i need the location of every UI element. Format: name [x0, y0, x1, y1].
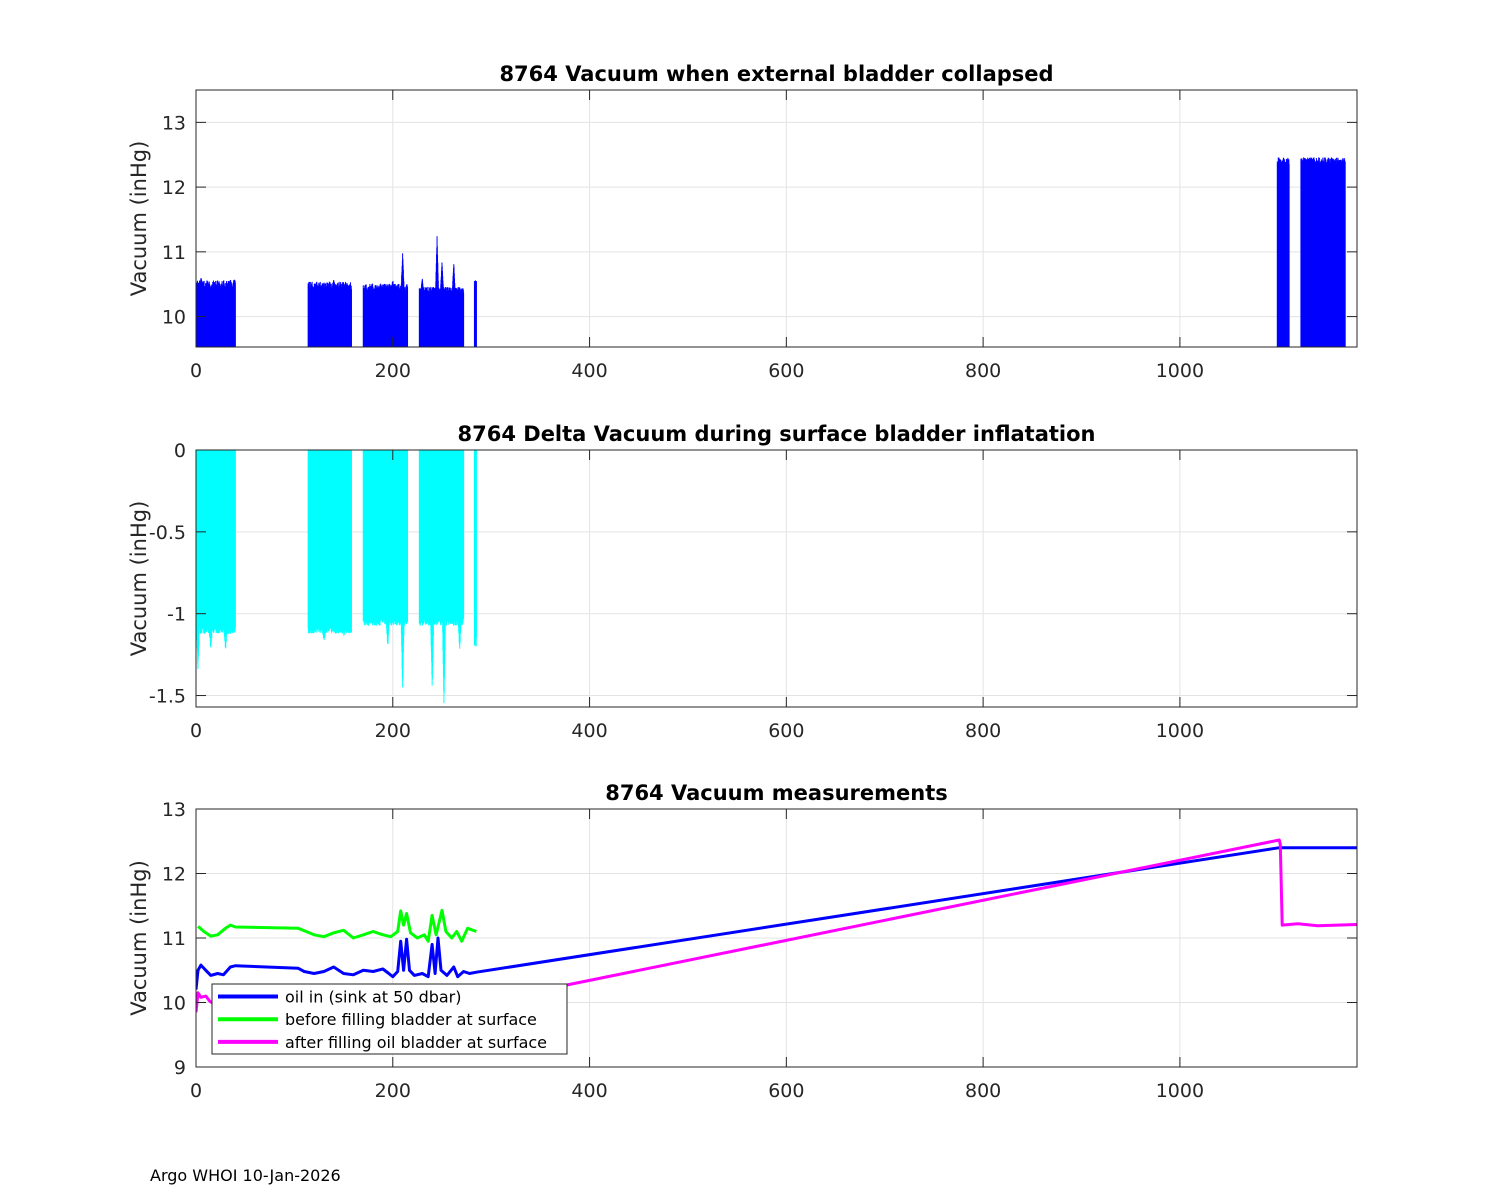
x-tick-label: 0: [190, 720, 202, 742]
x-tick-label: 200: [375, 360, 411, 382]
x-tick-label: 800: [965, 720, 1001, 742]
chart-title: 8764 Delta Vacuum during surface bladder…: [458, 422, 1096, 446]
plot-marks: [196, 450, 477, 704]
bar-group: [418, 450, 465, 704]
x-tick-label: 400: [571, 720, 607, 742]
chart-title: 8764 Vacuum when external bladder collap…: [499, 62, 1053, 86]
y-tick-label: -1.5: [149, 686, 186, 708]
x-tick-label: 0: [190, 1080, 202, 1102]
x-tick-label: 600: [768, 360, 804, 382]
x-tick-label: 200: [375, 1080, 411, 1102]
chart-3: 0 200 400 600 800 1000 9 10 11 12 13 8764 Vacuum me…: [127, 781, 1358, 1102]
x-tick-label: 200: [375, 720, 411, 742]
legend: oil in (sink at 50 dbar) before filling b…: [211, 983, 568, 1055]
y-tick-label: 9: [174, 1057, 186, 1079]
bar-group: [418, 236, 465, 347]
x-tick-label: 1000: [1156, 720, 1204, 742]
series-line-2: [197, 908, 477, 943]
legend-entry: oil in (sink at 50 dbar): [285, 988, 462, 1007]
x-tick-label: 1000: [1156, 360, 1204, 382]
y-tick-label: 11: [162, 242, 186, 264]
x-tick-label: 600: [768, 1080, 804, 1102]
bar-group: [307, 280, 352, 347]
bar-group: [473, 450, 477, 647]
plot-marks: [196, 157, 1346, 347]
bar-group: [196, 278, 236, 347]
legend-entry: after filling oil bladder at surface: [285, 1033, 547, 1052]
chart-2: 0 200 400 600 800 1000 -1.5 -1 -0.5 0 8764 Delta V…: [127, 422, 1358, 742]
x-tick-label: 400: [571, 360, 607, 382]
y-tick-label: 12: [162, 864, 186, 886]
y-tick-label: 10: [162, 307, 186, 329]
chart-title: 8764 Vacuum measurements: [605, 781, 948, 805]
y-tick-label: -1: [167, 604, 186, 626]
y-axis-label: Vacuum (inHg): [127, 501, 151, 657]
x-tick-label: 800: [965, 360, 1001, 382]
bar-group: [196, 450, 236, 670]
y-axis-label: Vacuum (inHg): [127, 141, 151, 297]
legend-entry: before filling bladder at surface: [285, 1010, 537, 1029]
series-line-1: [196, 846, 1357, 990]
x-tick-label: 1000: [1156, 1080, 1204, 1102]
y-tick-label: 13: [162, 799, 186, 821]
y-tick-label: 10: [162, 993, 186, 1015]
y-tick-label: 11: [162, 928, 186, 950]
chart-1: 0 200 400 600 800 1000 10 11 12 13 8764 Vacuum whe…: [127, 62, 1358, 382]
x-tick-label: 800: [965, 1080, 1001, 1102]
y-tick-label: -0.5: [149, 522, 186, 544]
axes-box: [195, 89, 1358, 348]
bar-group: [1300, 157, 1346, 347]
bar-group: [1276, 157, 1290, 347]
x-tick-label: 600: [768, 720, 804, 742]
bar-group: [362, 253, 409, 347]
x-tick-label: 400: [571, 1080, 607, 1102]
x-tick-label: 0: [190, 360, 202, 382]
footer-text: Argo WHOI 10-Jan-2026: [150, 1166, 341, 1185]
axes-box: [195, 449, 1358, 708]
y-tick-label: 0: [174, 440, 186, 462]
bar-group: [307, 450, 352, 640]
y-tick-label: 12: [162, 177, 186, 199]
bar-group: [362, 450, 409, 688]
bar-group: [473, 280, 477, 347]
y-tick-label: 13: [162, 112, 186, 134]
y-axis-label: Vacuum (inHg): [127, 860, 151, 1016]
